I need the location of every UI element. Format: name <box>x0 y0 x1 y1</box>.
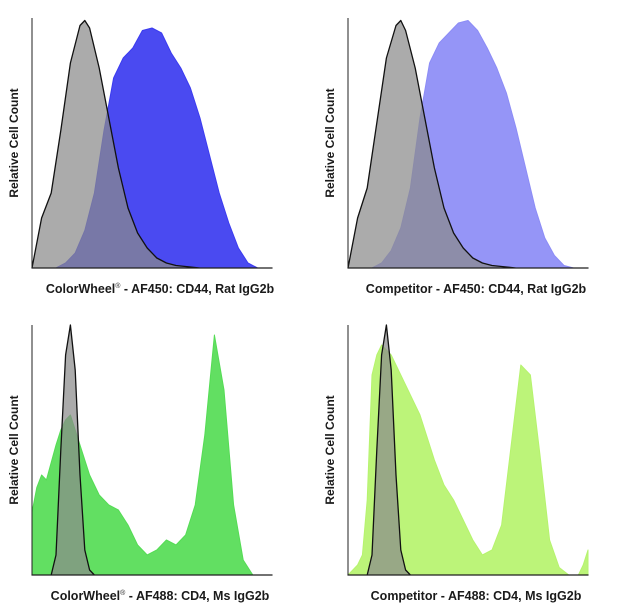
histogram-plot: Relative Cell Count <box>323 18 589 269</box>
histogram-plot: Relative Cell Count <box>7 324 273 576</box>
y-axis-label: Relative Cell Count <box>323 395 337 504</box>
chart-title: ColorWheel® - AF488: CD4, Ms IgG2b <box>10 589 310 603</box>
chart-title: Competitor - AF488: CD4, Ms IgG2b <box>326 589 626 603</box>
histogram-plot: Relative Cell Count <box>323 324 589 576</box>
histogram-stained-series <box>31 334 273 576</box>
histogram-panel-competitor-af488: Relative Cell Count Competitor - AF488: … <box>323 317 626 607</box>
registered-mark: ® <box>120 589 126 597</box>
caption-text: Competitor - AF450: CD44, Rat IgG2b <box>365 282 587 296</box>
y-axis-label: Relative Cell Count <box>7 88 21 197</box>
chart-title: Competitor - AF450: CD44, Rat IgG2b <box>326 282 626 296</box>
histogram-stained-series <box>347 344 589 576</box>
histogram-panel-colorwheel-af488: Relative Cell Count ColorWheel® - AF488:… <box>7 317 310 607</box>
brand-name: ColorWheel <box>45 282 116 296</box>
histogram-isotype-series <box>31 19 273 269</box>
histogram-panel-colorwheel-af450: Relative Cell Count ColorWheel® - AF450:… <box>7 10 310 300</box>
y-axis-label: Relative Cell Count <box>7 395 21 504</box>
caption-text: - AF488: CD4, Ms IgG2b <box>125 589 270 603</box>
histogram-panel-competitor-af450: Relative Cell Count Competitor - AF450: … <box>323 10 626 300</box>
y-axis-label: Relative Cell Count <box>323 88 337 197</box>
registered-mark: ® <box>115 282 121 290</box>
histogram-isotype-series <box>347 19 589 269</box>
brand-name: ColorWheel <box>50 589 121 603</box>
chart-title: ColorWheel® - AF450: CD44, Rat IgG2b <box>10 282 310 296</box>
caption-text: Competitor - AF488: CD4, Ms IgG2b <box>370 589 582 603</box>
caption-text: - AF450: CD44, Rat IgG2b <box>120 282 275 296</box>
histogram-plot: Relative Cell Count <box>7 18 273 269</box>
